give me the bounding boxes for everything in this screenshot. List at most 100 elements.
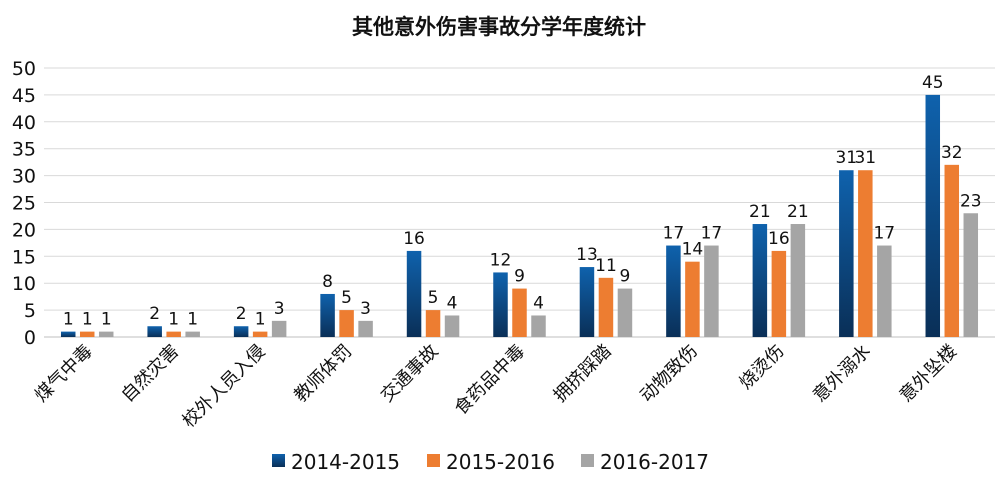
- data-label: 5: [428, 288, 439, 308]
- legend-swatch-2014-2015: [272, 454, 285, 467]
- data-label: 12: [490, 250, 512, 270]
- x-tick-label: 动物致伤: [636, 341, 702, 407]
- bar-2015-2016-煤气中毒: [79, 331, 95, 337]
- data-label: 14: [682, 240, 704, 260]
- data-label: 16: [768, 229, 790, 249]
- legend-label-2016-2017: 2016-2017: [600, 450, 709, 474]
- bar-2016-2017-校外人员入侵: [271, 320, 287, 337]
- data-label: 2: [236, 304, 247, 324]
- data-label: 11: [595, 256, 617, 276]
- bar-2015-2016-动物致伤: [685, 261, 700, 337]
- data-label: 31: [854, 148, 876, 168]
- gridlines: [44, 67, 995, 338]
- y-tick-label: 50: [12, 58, 36, 80]
- data-label: 21: [787, 202, 809, 222]
- bar-2014-2015-校外人员入侵: [233, 326, 249, 337]
- bar-2014-2015-食药品中毒: [493, 272, 508, 337]
- bar-2016-2017-拥挤踩踏: [617, 288, 633, 337]
- data-label: 32: [941, 143, 963, 163]
- y-tick-label: 30: [12, 166, 36, 188]
- data-label: 1: [255, 310, 266, 330]
- bar-2014-2015-教师体罚: [320, 293, 335, 337]
- data-label: 9: [620, 267, 631, 287]
- bar-2014-2015-烧烫伤: [752, 224, 768, 337]
- bar-2015-2016-自然灾害: [166, 331, 181, 337]
- y-tick-label: 5: [24, 300, 36, 322]
- bar-2016-2017-教师体罚: [358, 320, 373, 337]
- x-tick-label: 自然灾害: [117, 341, 183, 407]
- y-tick-label: 15: [12, 246, 36, 268]
- bar-2014-2015-交通事故: [406, 250, 422, 337]
- legend-label-2015-2016: 2015-2016: [446, 450, 555, 474]
- data-label: 1: [63, 310, 74, 330]
- bar-2016-2017-自然灾害: [185, 331, 200, 337]
- x-tick-label: 教师体罚: [290, 341, 356, 407]
- bar-2016-2017-意外溺水: [877, 245, 892, 337]
- bar-2016-2017-煤气中毒: [98, 331, 114, 337]
- data-label: 17: [701, 224, 723, 244]
- bar-2015-2016-食药品中毒: [512, 288, 527, 337]
- data-label: 4: [447, 293, 458, 313]
- bar-2015-2016-教师体罚: [339, 310, 354, 337]
- bar-2016-2017-交通事故: [444, 315, 460, 337]
- bar-2016-2017-烧烫伤: [790, 224, 806, 337]
- bar-2015-2016-校外人员入侵: [252, 331, 268, 337]
- bar-2015-2016-烧烫伤: [771, 250, 787, 337]
- x-tick-label: 煤气中毒: [31, 341, 97, 407]
- data-label: 45: [922, 73, 944, 93]
- legend: 2014-2015 2015-2016 2016-2017: [272, 450, 709, 474]
- bar-2014-2015-意外溺水: [839, 170, 854, 337]
- legend-swatch-2016-2017: [581, 454, 594, 467]
- x-tick-label: 烧烫伤: [735, 341, 788, 394]
- bar-2015-2016-交通事故: [425, 310, 441, 337]
- y-tick-label: 45: [12, 85, 36, 107]
- legend-label-2014-2015: 2014-2015: [291, 450, 400, 474]
- y-tick-label: 20: [12, 219, 36, 241]
- data-label: 31: [835, 148, 857, 168]
- data-label: 1: [187, 310, 198, 330]
- data-label: 3: [274, 299, 285, 319]
- data-label: 5: [341, 288, 352, 308]
- data-label: 1: [101, 310, 112, 330]
- bar-2016-2017-动物致伤: [704, 245, 719, 337]
- bar-2014-2015-拥挤踩踏: [579, 267, 595, 337]
- data-label: 16: [403, 229, 425, 249]
- data-label: 8: [322, 272, 333, 292]
- bar-2014-2015-煤气中毒: [60, 331, 76, 337]
- data-label: 9: [514, 267, 525, 287]
- data-label: 1: [82, 310, 93, 330]
- data-label: 13: [576, 245, 598, 265]
- y-tick-label: 0: [24, 327, 36, 349]
- bar-2014-2015-动物致伤: [666, 245, 681, 337]
- chart-title: 其他意外伤害事故分学年度统计: [352, 15, 646, 39]
- data-label: 21: [749, 202, 771, 222]
- bar-2015-2016-意外坠楼: [944, 164, 960, 337]
- data-label: 23: [960, 191, 982, 211]
- y-tick-label: 40: [12, 112, 36, 134]
- y-tick-label: 25: [12, 193, 36, 215]
- data-label: 3: [360, 299, 371, 319]
- x-tick-label: 校外人员入侵: [178, 341, 269, 432]
- bar-2016-2017-意外坠楼: [963, 213, 979, 337]
- data-label: 2: [149, 304, 160, 324]
- bar-2015-2016-意外溺水: [858, 170, 873, 337]
- legend-swatch-2015-2016: [427, 454, 440, 467]
- data-label: 17: [663, 224, 685, 244]
- bar-2014-2015-自然灾害: [147, 326, 162, 337]
- x-tick-label: 交通事故: [377, 341, 443, 407]
- data-label: 4: [533, 293, 544, 313]
- x-tick-label: 意外坠楼: [896, 341, 962, 407]
- x-tick-label: 食药品中毒: [451, 341, 529, 419]
- bars: [60, 94, 979, 338]
- x-tick-label: 意外溺水: [809, 341, 875, 407]
- data-label: 17: [873, 224, 895, 244]
- y-tick-label: 10: [12, 273, 36, 295]
- bar-2015-2016-拥挤踩踏: [598, 277, 614, 337]
- data-label: 1: [168, 310, 179, 330]
- y-tick-label: 35: [12, 139, 36, 161]
- bar-2014-2015-意外坠楼: [925, 94, 941, 338]
- x-tick-label: 拥挤踩踏: [550, 341, 616, 407]
